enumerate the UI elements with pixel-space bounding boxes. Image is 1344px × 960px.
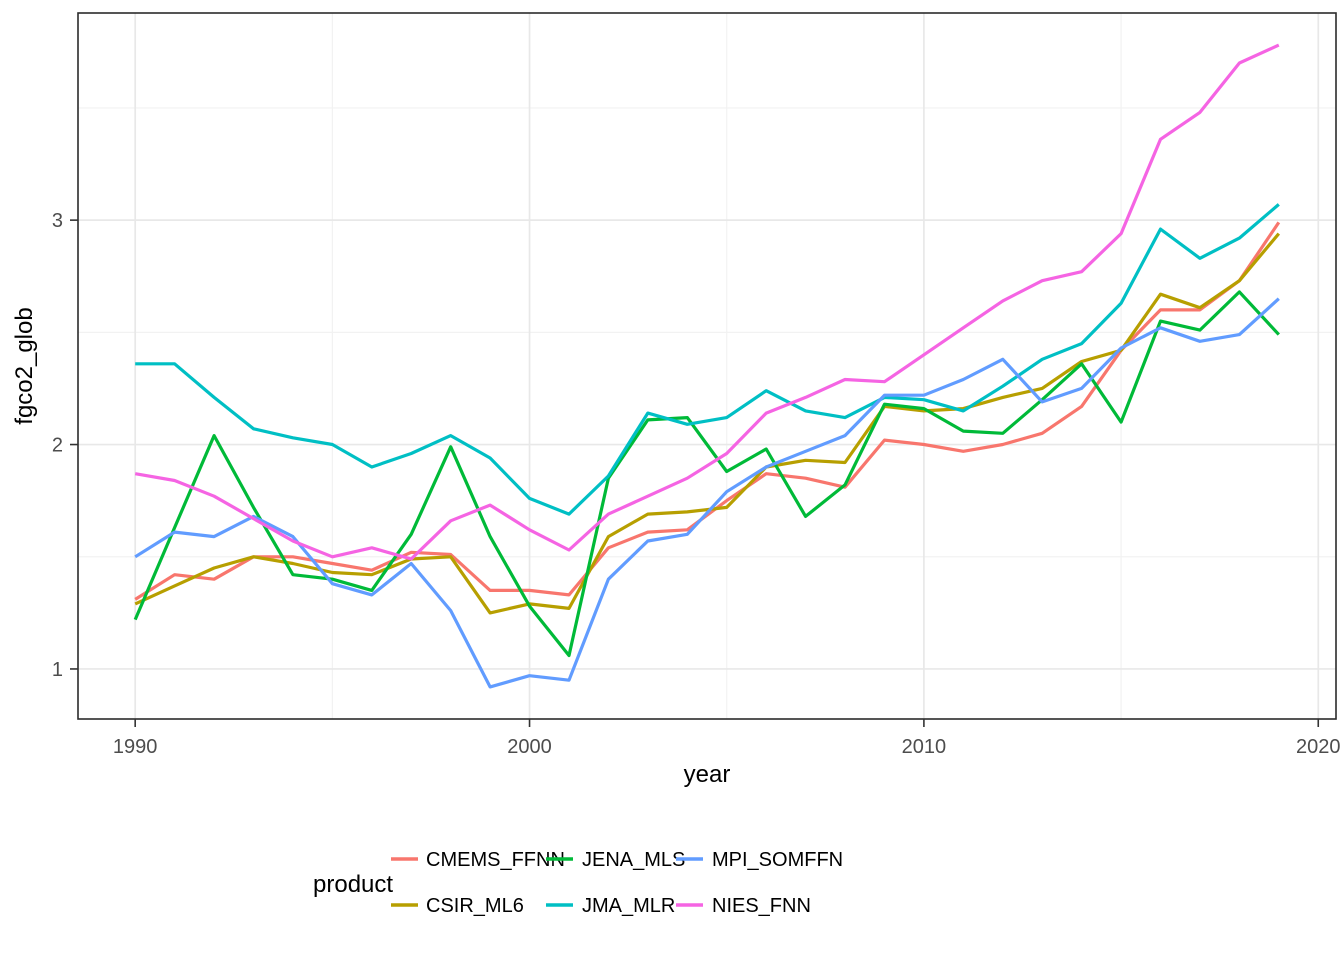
- y-tick-label: 1: [52, 659, 63, 681]
- legend-item-CSIR_ML6: CSIR_ML6: [391, 895, 524, 917]
- legend-label-JENA_MLS: JENA_MLS: [582, 849, 685, 871]
- series-line-JENA_MLS: [133, 290, 1280, 658]
- x-tick-label: 2020: [1296, 736, 1341, 758]
- legend-label-MPI_SOMFFN: MPI_SOMFFN: [712, 849, 843, 871]
- axis-tick-marks: [70, 219, 1320, 727]
- y-tick-label: 3: [52, 210, 63, 232]
- series-line-CSIR_ML6: [134, 232, 1281, 615]
- legend-label-NIES_FNN: NIES_FNN: [712, 895, 811, 917]
- plot-panel-border: [77, 12, 1337, 720]
- y-tick-label: 2: [52, 435, 63, 457]
- x-tick-label: 2010: [902, 736, 947, 758]
- x-axis-title: year: [684, 761, 731, 788]
- legend-item-CMEMS_FFNN: CMEMS_FFNN: [391, 849, 565, 871]
- legend-title: product: [313, 871, 393, 898]
- legend-item-NIES_FNN: NIES_FNN: [676, 895, 811, 917]
- legend-item-JMA_MLR: JMA_MLR: [546, 895, 675, 917]
- x-tick-label: 2000: [507, 736, 552, 758]
- series-line-CMEMS_FFNN: [134, 221, 1281, 601]
- x-tick-label: 1990: [113, 736, 158, 758]
- series-lines: [133, 43, 1281, 689]
- legend-item-JENA_MLS: JENA_MLS: [546, 849, 685, 871]
- y-axis-title: fgco2_glob: [11, 307, 38, 424]
- legend-label-JMA_MLR: JMA_MLR: [582, 895, 675, 917]
- grid-minor-lines: [78, 13, 1336, 719]
- series-line-NIES_FNN: [134, 43, 1280, 561]
- series-line-JMA_MLR: [135, 203, 1280, 516]
- x-axis-tick-labels: 1990 2000 2010 2020: [113, 736, 1341, 758]
- series-line-MPI_SOMFFN: [134, 297, 1280, 689]
- legend-items: CMEMS_FFNN CSIR_ML6 JENA_MLS JMA_MLR MPI_SOM…: [391, 849, 843, 917]
- y-axis-tick-labels: 1 2 3: [52, 210, 63, 681]
- legend: product CMEMS_FFNN CSIR_ML6 JENA_MLS JMA_ML…: [313, 849, 843, 917]
- legend-label-CMEMS_FFNN: CMEMS_FFNN: [426, 849, 565, 871]
- legend-item-MPI_SOMFFN: MPI_SOMFFN: [676, 849, 843, 871]
- legend-label-CSIR_ML6: CSIR_ML6: [426, 895, 524, 917]
- grid-major-lines: [78, 13, 1336, 719]
